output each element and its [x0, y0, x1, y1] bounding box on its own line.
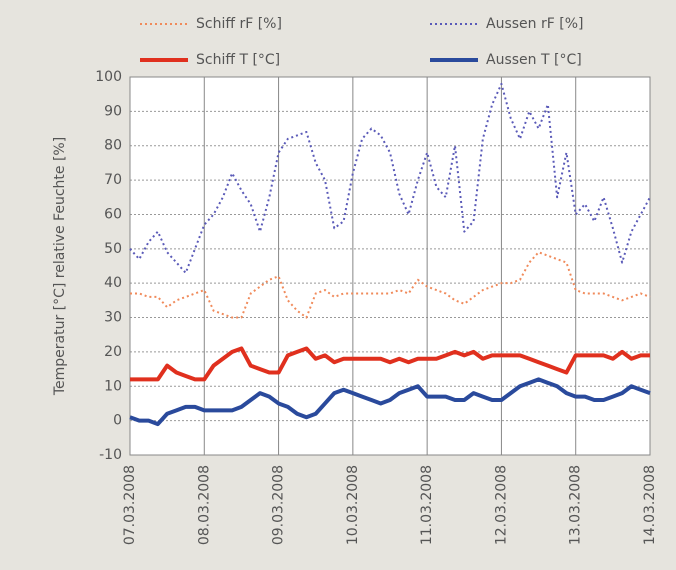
y-tick-label: -10 [99, 447, 122, 463]
x-tick-label: 08.03.2008 [196, 465, 212, 545]
x-tick-label: 07.03.2008 [122, 465, 138, 545]
y-tick-label: 70 [104, 172, 122, 188]
x-tick-label: 10.03.2008 [345, 465, 361, 545]
y-tick-label: 20 [104, 344, 122, 360]
series-line [129, 377, 651, 427]
y-tick-label: 90 [104, 103, 122, 119]
plot-frame [129, 76, 651, 456]
y-axis-label: Temperatur [°C] relative Feuchte [%] [52, 137, 68, 396]
x-tick-label: 14.03.2008 [642, 465, 658, 545]
y-tick-label: 80 [104, 138, 122, 154]
y-tick-label: 30 [104, 310, 122, 326]
y-tick-label: 50 [104, 241, 122, 257]
legend-label: Aussen rF [%] [486, 16, 583, 32]
y-tick-label: 10 [104, 378, 122, 394]
x-tick-label: 12.03.2008 [493, 465, 509, 545]
legend-label: Schiff T [°C] [196, 52, 280, 68]
x-tick-label: 13.03.2008 [568, 465, 584, 545]
y-tick-label: 100 [95, 69, 122, 85]
x-tick-label: 09.03.2008 [271, 465, 287, 545]
legend-label: Aussen T [°C] [486, 52, 582, 68]
y-tick-label: 0 [113, 413, 122, 429]
series-line [130, 346, 650, 382]
x-tick-label: 11.03.2008 [419, 465, 435, 545]
y-tick-label: 60 [104, 206, 122, 222]
y-tick-label: 40 [104, 275, 122, 291]
legend-label: Schiff rF [%] [196, 16, 282, 32]
